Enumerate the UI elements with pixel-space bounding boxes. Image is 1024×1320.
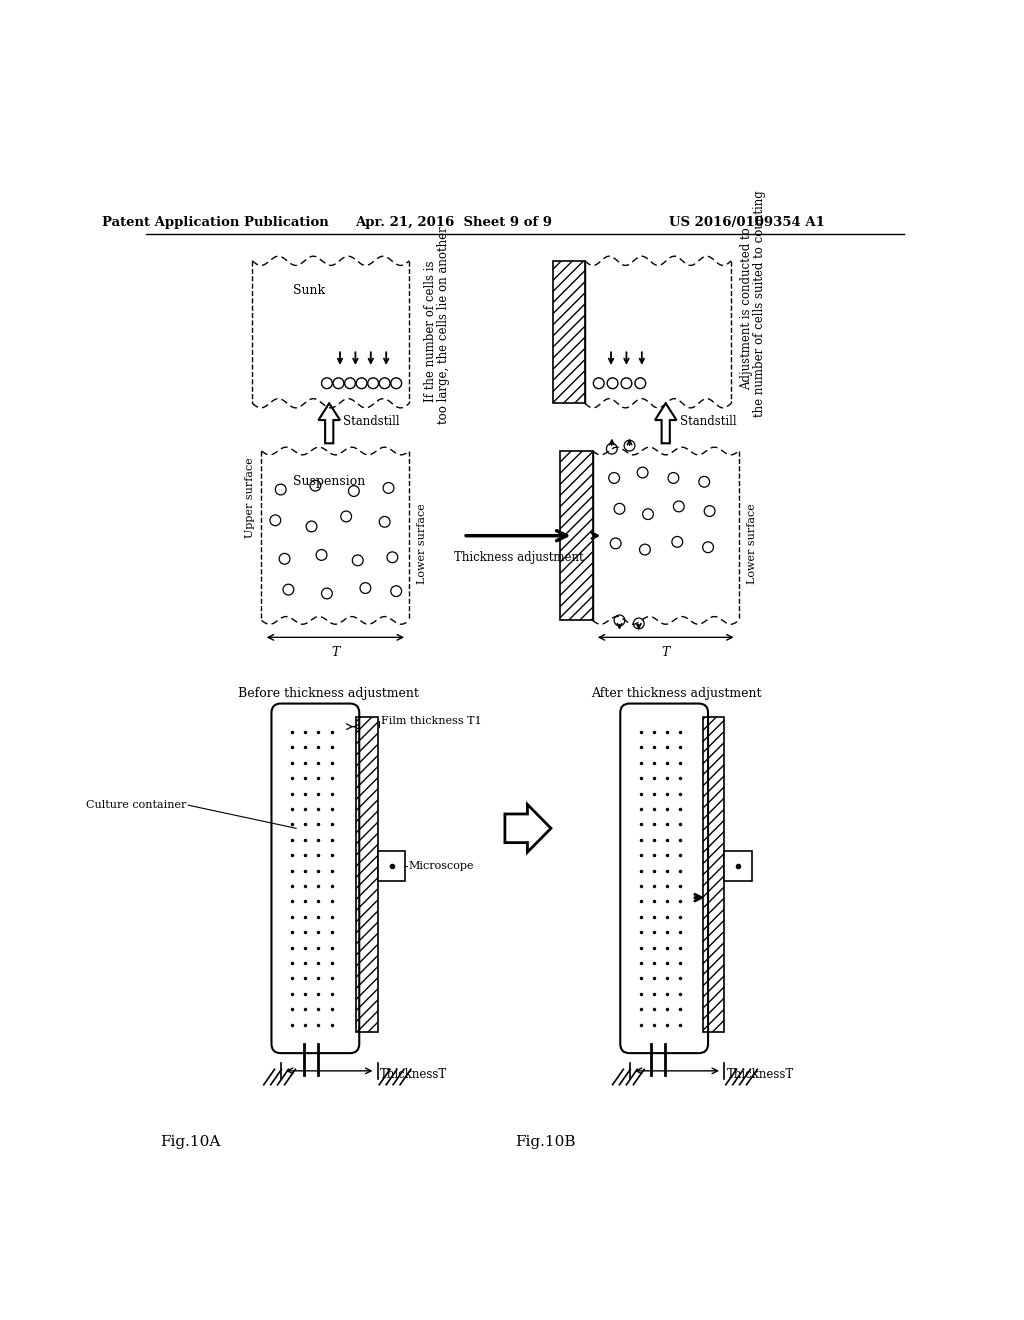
Text: Apr. 21, 2016  Sheet 9 of 9: Apr. 21, 2016 Sheet 9 of 9: [355, 215, 553, 228]
Text: Fig.10B: Fig.10B: [515, 1135, 577, 1150]
Polygon shape: [505, 804, 551, 853]
Bar: [724, 851, 752, 880]
Text: Sunk: Sunk: [293, 284, 326, 297]
Bar: [356, 717, 378, 1032]
Text: T: T: [331, 647, 340, 659]
Text: ThicknessT: ThicknessT: [380, 1068, 447, 1081]
Text: If the number of cells is: If the number of cells is: [424, 261, 437, 403]
Text: Lower surface: Lower surface: [417, 503, 427, 583]
Text: Patent Application Publication: Patent Application Publication: [101, 215, 329, 228]
Bar: [553, 261, 585, 404]
Text: T: T: [662, 647, 670, 659]
Bar: [560, 451, 593, 620]
Text: Lower surface: Lower surface: [746, 503, 757, 583]
Bar: [378, 851, 406, 880]
Text: Suspension: Suspension: [293, 475, 366, 488]
Bar: [702, 717, 724, 1032]
Text: Standstill: Standstill: [343, 416, 399, 428]
Text: Microscope: Microscope: [409, 861, 474, 871]
Text: Adjustment is conducted to: Adjustment is conducted to: [740, 227, 753, 389]
Text: Fig.10A: Fig.10A: [160, 1135, 220, 1150]
Polygon shape: [655, 404, 677, 444]
Polygon shape: [318, 404, 340, 444]
Text: Film thickness T1: Film thickness T1: [381, 715, 481, 726]
Text: Before thickness adjustment: Before thickness adjustment: [239, 686, 419, 700]
Text: Thickness adjustment: Thickness adjustment: [454, 550, 584, 564]
Text: Culture container: Culture container: [86, 800, 186, 810]
Text: the number of cells suited to counting: the number of cells suited to counting: [753, 190, 766, 417]
Text: After thickness adjustment: After thickness adjustment: [591, 686, 762, 700]
Text: Standstill: Standstill: [680, 416, 736, 428]
Text: Upper surface: Upper surface: [245, 457, 255, 537]
Text: US 2016/0109354 A1: US 2016/0109354 A1: [669, 215, 824, 228]
Text: too large, the cells lie on another: too large, the cells lie on another: [437, 226, 451, 424]
Text: ThicknessT: ThicknessT: [727, 1068, 794, 1081]
